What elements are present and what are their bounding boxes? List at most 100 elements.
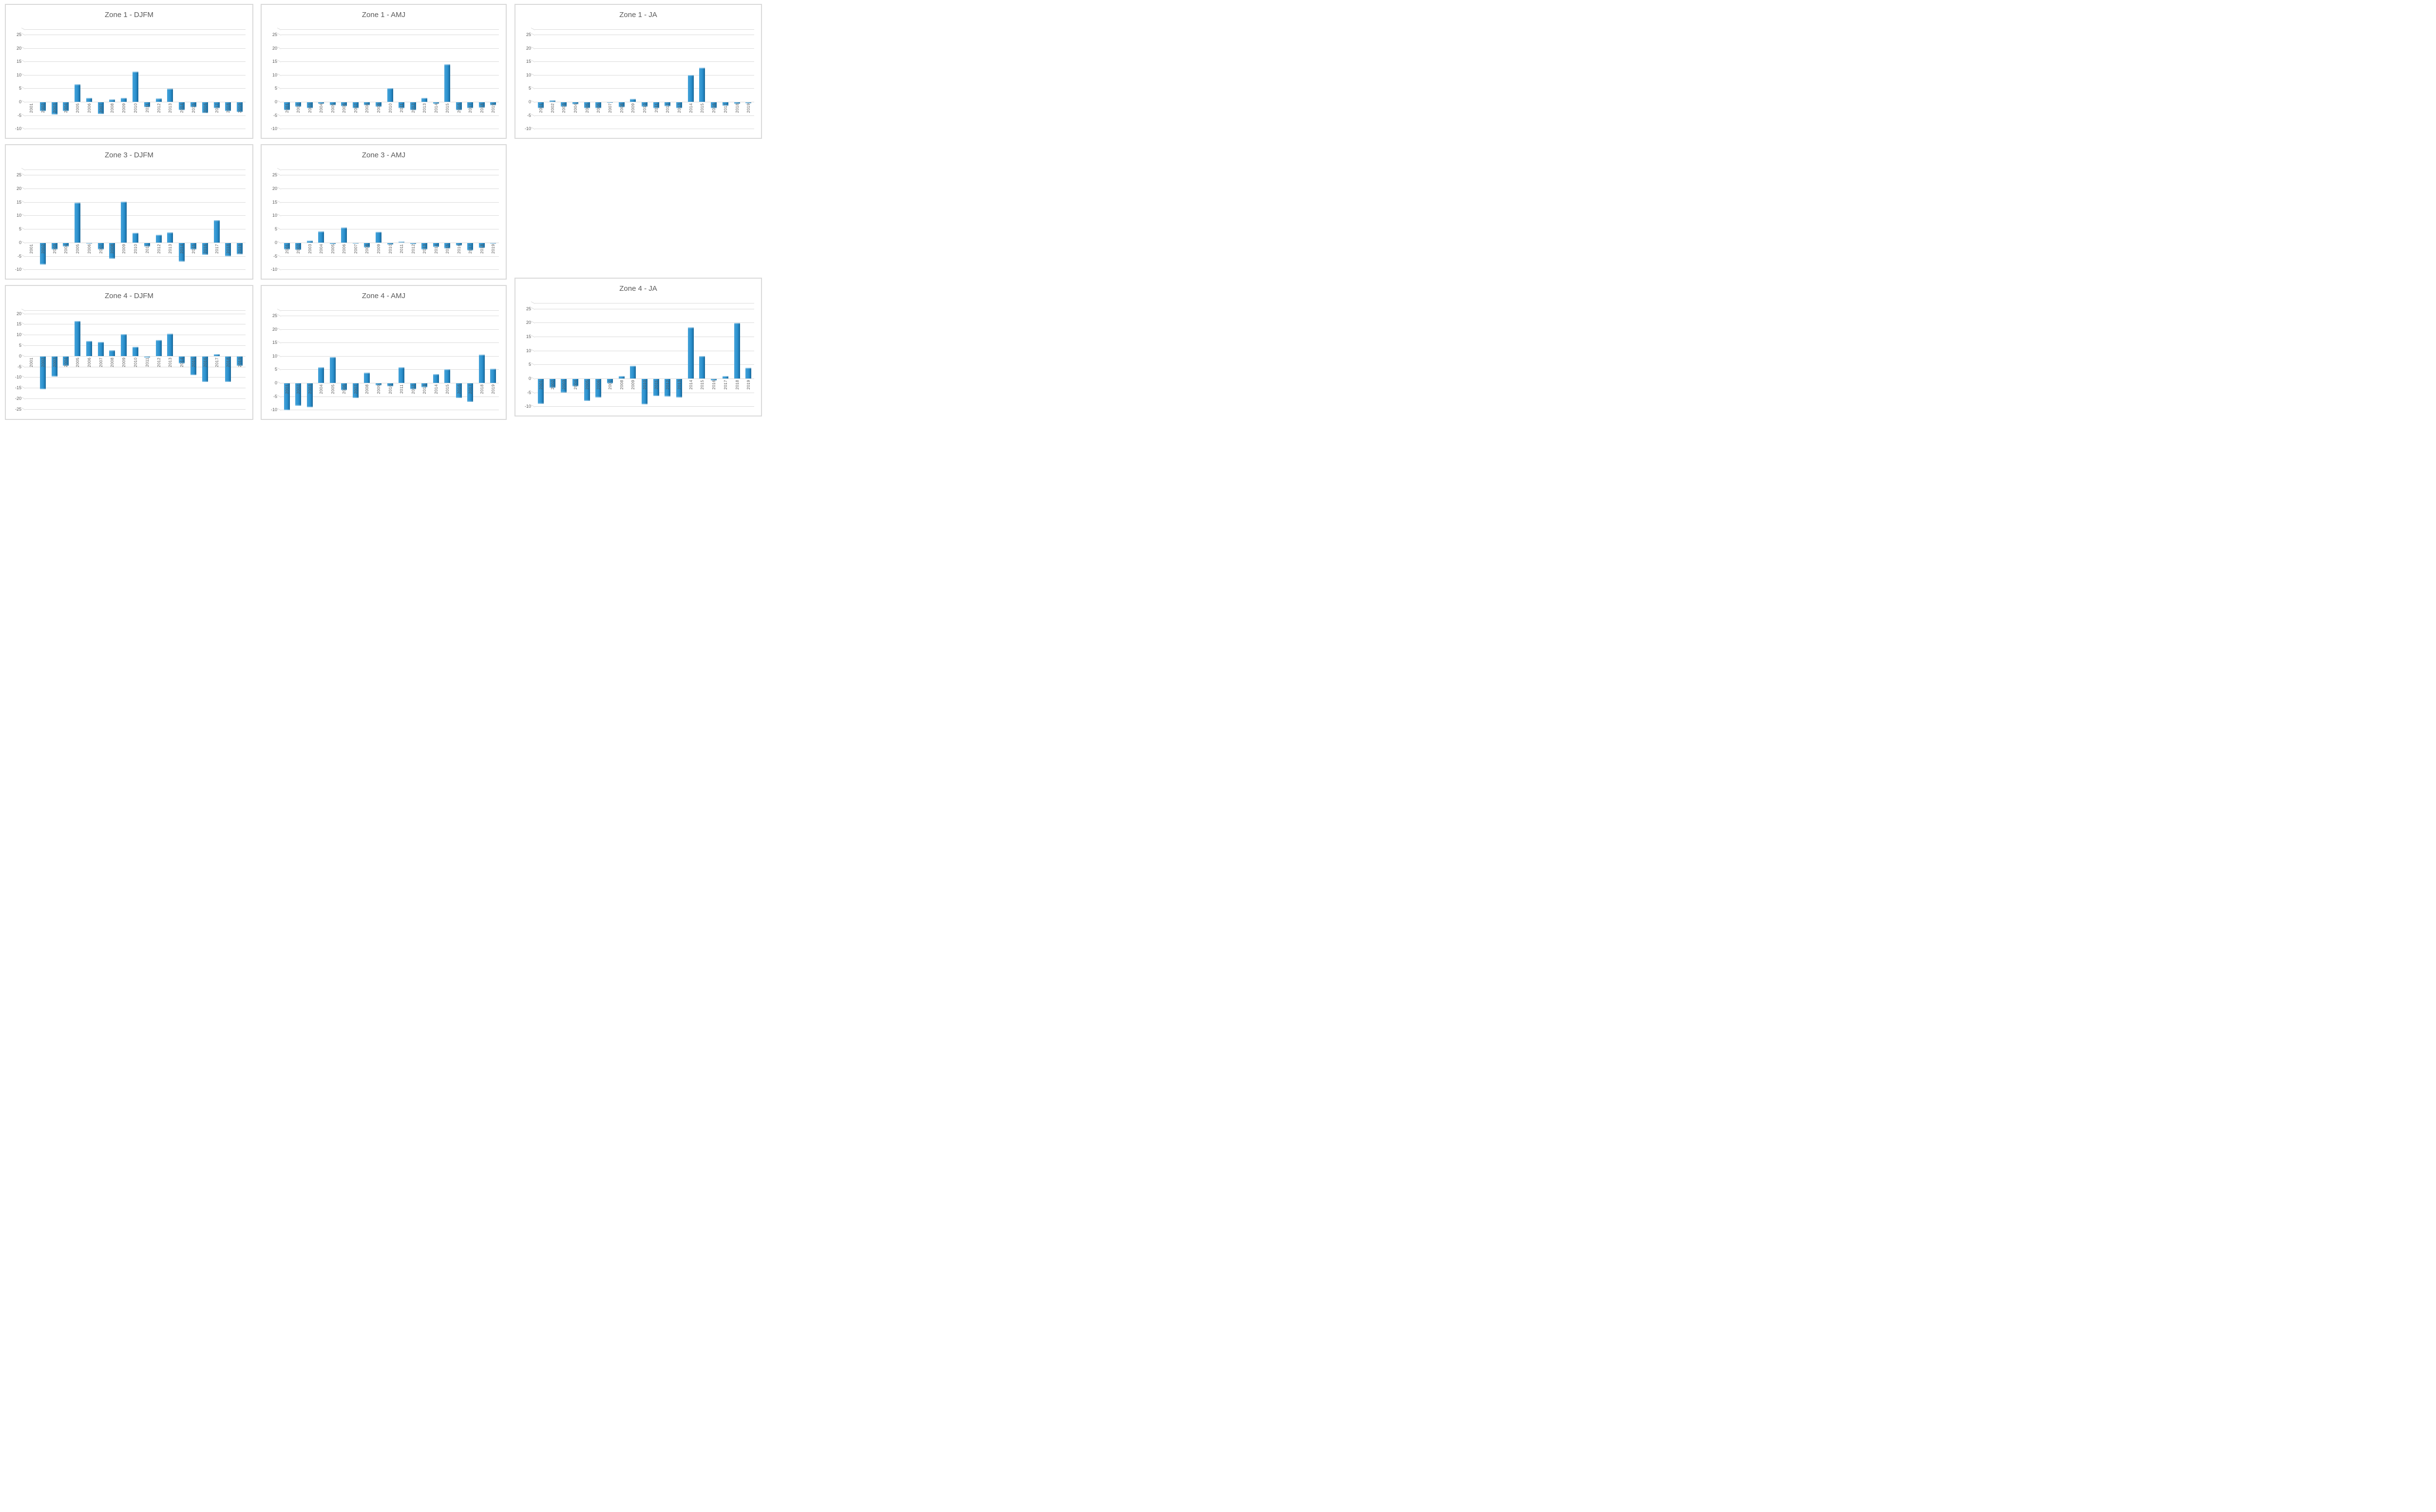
bar-2014: [433, 374, 439, 383]
x-axis-year-label: 2002: [296, 384, 301, 394]
chart-panel-zone1-amj[interactable]: Zone 1 - AMJ 25 20 15 10 5 0 -5 -10 2001 2002 2003…: [261, 4, 507, 139]
x-axis-year-label: 2005: [75, 103, 80, 113]
y-axis-tick-label: 10: [526, 72, 531, 77]
bar-2016: [456, 243, 462, 246]
bar-2010: [642, 102, 647, 107]
gridline-diagonal-tick: [21, 397, 26, 399]
x-axis-year-label: 2001: [538, 103, 543, 113]
bar-2017: [467, 243, 474, 251]
x-axis-year-label: 2014: [433, 384, 438, 394]
gridline-diagonal-tick: [21, 354, 26, 357]
bar-2015: [699, 356, 705, 378]
y-axis-tick-label: 20: [526, 45, 531, 51]
y-axis-tick-label: 10: [526, 348, 531, 353]
bar-2018: [225, 102, 231, 112]
bar-2003: [561, 102, 567, 107]
gridline-diagonal-tick: [21, 168, 26, 170]
bar-2011: [399, 241, 404, 243]
bar-2016: [711, 378, 717, 381]
chart-panel-zone1-djfm[interactable]: Zone 1 - DJFM 25 20 15 10 5 0 -5 -10 2001 2002 200…: [5, 4, 253, 139]
gridline-diagonal-tick: [277, 73, 282, 76]
gridline: [25, 29, 246, 30]
gridline-diagonal-tick: [21, 187, 26, 189]
gridline-diagonal-tick: [531, 362, 535, 366]
bar-2011: [653, 378, 659, 396]
x-axis-year-label: 2002: [40, 244, 45, 254]
bar-2013: [167, 333, 173, 356]
gridline-diagonal-tick: [531, 100, 535, 103]
y-axis-tick-label: 20: [272, 326, 277, 332]
bar-2013: [167, 89, 173, 102]
bar-2005: [584, 102, 590, 108]
chart-title: Zone 4 - DJFM: [104, 292, 154, 300]
x-axis-year-label: 2019: [746, 379, 751, 390]
chart-panel-zone4-ja[interactable]: Zone 4 - JA 25 20 15 10 5 0 -5 -10 2001 2002 2003 2…: [514, 278, 762, 416]
gridline: [281, 342, 499, 343]
bar-2004: [63, 102, 69, 111]
bar-2004: [318, 231, 324, 243]
bar-2011: [144, 102, 150, 107]
chart-panel-zone4-amj[interactable]: Zone 4 - AMJ 25 20 15 10 5 0 -5 -10 2001 2002 2003…: [261, 285, 507, 420]
x-axis-year-label: 2016: [456, 244, 461, 254]
chart-panel-zone3-djfm[interactable]: Zone 3 - DJFM 25 20 15 10 5 0 -5 -10 2001 2002 200…: [5, 144, 253, 280]
x-axis-year-label: 2010: [133, 244, 138, 254]
bar-2010: [133, 232, 138, 243]
x-axis-year-label: 2013: [677, 379, 682, 390]
bar-2016: [202, 356, 208, 382]
bar-2005: [584, 378, 590, 401]
y-axis-tick-label: 20: [16, 311, 21, 316]
plot-area: 20 15 10 5 0 -5 -10 -15 -20 -25 2001 2002 2003 2004 20…: [6, 286, 252, 419]
gridline: [281, 269, 499, 270]
bar-2015: [190, 243, 196, 250]
y-axis-tick-label: 5: [19, 227, 21, 231]
bar-2002: [295, 102, 302, 107]
plot-area: 25 20 15 10 5 0 -5 -10 2001 2002 2003 2004 2005 2006 2…: [6, 145, 252, 279]
bar-2015: [190, 356, 196, 375]
gridline: [25, 310, 246, 311]
y-axis-tick-label: 5: [19, 342, 21, 348]
gridline-diagonal-tick: [21, 365, 26, 368]
y-axis-tick-label: 0: [274, 240, 277, 245]
y-axis-tick-label: 10: [272, 72, 277, 77]
gridline-diagonal-tick: [21, 100, 26, 103]
bar-2010: [133, 347, 138, 356]
y-axis-tick-label: -5: [273, 113, 277, 118]
chart-panel-zone4-djfm[interactable]: Zone 4 - DJFM 20 15 10 5 0 -5 -10 -15 -20 -25 2001…: [5, 285, 253, 420]
gridline-diagonal-tick: [21, 386, 26, 389]
x-axis-year-label: 2011: [653, 103, 659, 113]
gridline: [25, 409, 246, 410]
x-axis-year-label: 2001: [28, 357, 34, 367]
gridline-diagonal-tick: [21, 407, 26, 410]
bar-2004: [63, 356, 69, 366]
gridline: [25, 356, 246, 357]
chart-panel-zone3-amj[interactable]: Zone 3 - AMJ 25 20 15 10 5 0 -5 -10 2001 2002 2003…: [261, 144, 507, 280]
bar-2012: [410, 243, 416, 244]
gridline-diagonal-tick: [21, 113, 26, 116]
gridline-diagonal-tick: [277, 113, 282, 116]
y-axis-tick-label: -15: [15, 385, 21, 391]
y-axis-tick-label: 15: [272, 199, 277, 205]
bar-2019: [745, 368, 752, 378]
x-axis-year-label: 2002: [296, 103, 301, 113]
y-axis-tick-label: 25: [272, 172, 277, 178]
bar-2005: [75, 321, 81, 356]
gridline-diagonal-tick: [277, 46, 282, 49]
bar-2003: [51, 102, 57, 114]
gridline-diagonal-tick: [21, 73, 26, 76]
x-axis-year-label: 2009: [376, 103, 381, 113]
gridline: [535, 378, 754, 379]
y-axis-tick-label: 5: [528, 362, 531, 367]
x-axis-year-label: 2009: [121, 244, 127, 254]
x-axis-year-label: 2008: [619, 103, 624, 113]
x-axis-year-label: 2012: [156, 357, 161, 367]
x-axis-year-label: 2015: [190, 103, 196, 113]
bar-2001: [284, 383, 290, 410]
x-axis-year-label: 2007: [353, 103, 358, 113]
bar-2004: [572, 102, 578, 104]
bar-2019: [237, 102, 243, 112]
bar-2013: [421, 243, 428, 249]
bar-2003: [306, 102, 313, 109]
gridline-diagonal-tick: [531, 60, 535, 63]
chart-panel-zone1-ja[interactable]: Zone 1 - JA 25 20 15 10 5 0 -5 -10 2001 2002 2003 2…: [514, 4, 762, 139]
y-axis-tick-label: 0: [19, 99, 21, 104]
